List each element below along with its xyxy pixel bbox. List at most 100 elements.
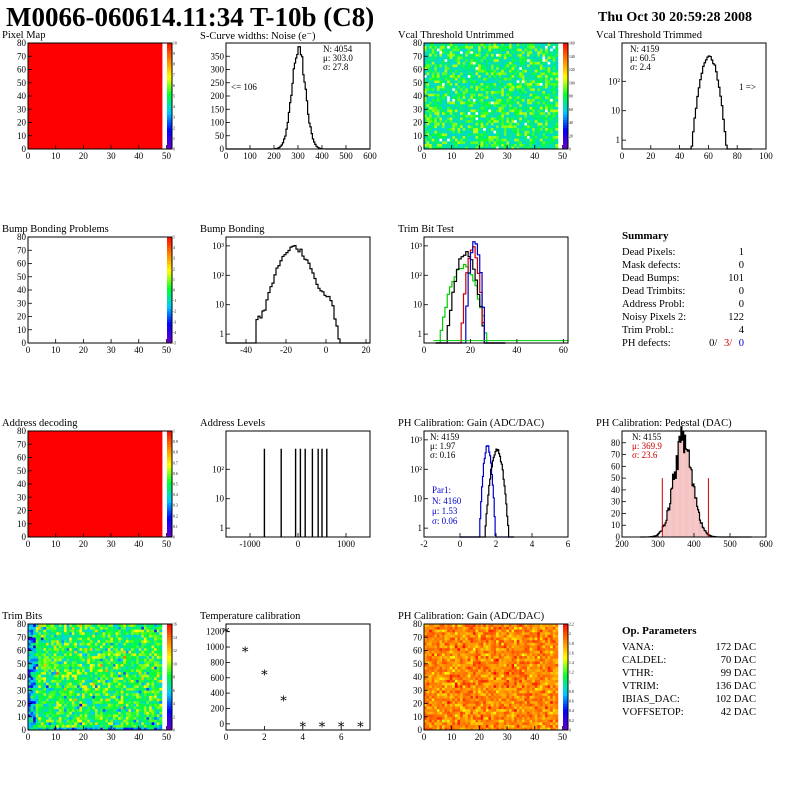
colorbar-cell xyxy=(563,645,568,648)
colorbar-cell xyxy=(563,80,568,83)
colorbar-cell xyxy=(167,653,172,656)
x-tick-label: 1000 xyxy=(337,539,356,549)
colorbar-cell xyxy=(167,59,172,62)
ph-defects-v1: 0/ xyxy=(709,338,717,349)
y-tick-label: 10 xyxy=(413,300,423,310)
colorbar-cell xyxy=(167,338,172,341)
plot-frame xyxy=(226,624,370,730)
x-tick-label: 4 xyxy=(301,732,306,742)
heatmap-cells xyxy=(424,624,558,730)
y-tick-label: 100 xyxy=(211,118,225,128)
colorbar-label: 0.8 xyxy=(569,690,574,694)
y-tick-label: 40 xyxy=(17,285,27,295)
colorbar-cell xyxy=(563,62,568,65)
colorbar-label: 0.4 xyxy=(569,709,574,713)
x-tick-label: 0 xyxy=(324,345,329,355)
colorbar-cell xyxy=(167,717,172,720)
param-value: 172 DAC xyxy=(715,642,756,653)
colorbar-cell xyxy=(167,298,172,301)
colorbar-cell xyxy=(563,93,568,96)
colorbar-cell xyxy=(167,282,172,285)
colorbar-cell xyxy=(167,303,172,306)
trim-series-line xyxy=(436,242,506,343)
colorbar-cell xyxy=(563,656,568,659)
colorbar-cell xyxy=(167,48,172,51)
colorbar-label: 2 xyxy=(569,632,571,636)
plot-frame xyxy=(28,237,172,343)
colorbar-cell xyxy=(563,48,568,51)
y-tick-label: 80 xyxy=(611,438,621,448)
ph-defects-v2: 3/ xyxy=(724,338,732,349)
temperature-point: ∗ xyxy=(337,717,346,732)
y-tick-label: 1 xyxy=(418,523,423,533)
colorbar-cell xyxy=(167,672,172,675)
y-tick-label: 0 xyxy=(22,144,27,154)
colorbar-cell xyxy=(167,250,172,253)
temperature-point: ∗ xyxy=(298,717,307,732)
y-tick-label: 10 xyxy=(611,106,621,116)
colorbar-label: 0 xyxy=(173,729,175,733)
colorbar-cell xyxy=(167,706,172,709)
colorbar-cell xyxy=(563,144,568,147)
y-tick-label: 80 xyxy=(17,619,27,629)
stat-sigma: σ: 2.4 xyxy=(630,62,651,72)
y-tick-label: 40 xyxy=(413,91,423,101)
param-label: Trim Probl.: xyxy=(622,325,674,336)
colorbar-cell xyxy=(167,46,172,49)
y-tick-label: 10² xyxy=(212,464,224,474)
colorbar-cell xyxy=(563,632,568,635)
colorbar-cell xyxy=(563,107,568,110)
param-row: Noisy Pixels 2:122 xyxy=(622,312,744,325)
colorbar-cell xyxy=(167,248,172,251)
summary-label: PH defects: xyxy=(622,338,671,349)
colorbar-cell xyxy=(167,487,172,490)
colorbar-cell xyxy=(167,56,172,59)
colorbar-label: 2 xyxy=(173,267,175,271)
y-tick-label: 10 xyxy=(611,520,621,530)
colorbar-cell xyxy=(563,672,568,675)
colorbar-cell xyxy=(563,101,568,104)
colorbar-cell xyxy=(167,72,172,75)
colorbar-cell xyxy=(563,138,568,141)
colorbar-cell xyxy=(167,674,172,677)
colorbar-cell xyxy=(167,698,172,701)
y-tick-label: 1 xyxy=(616,135,621,145)
colorbar-cell xyxy=(563,104,568,107)
y-tick-label: 0 xyxy=(220,144,225,154)
colorbar-label: 1.6 xyxy=(569,651,574,655)
colorbar-label: 2.2 xyxy=(569,623,574,627)
param-row: Dead Trimbits:0 xyxy=(622,286,744,299)
colorbar-label: 140 xyxy=(569,55,575,59)
y-tick-label: 60 xyxy=(413,646,423,656)
param-label: CALDEL: xyxy=(622,655,666,666)
colorbar-cell xyxy=(167,274,172,277)
y-tick-label: 20 xyxy=(17,699,27,709)
colorbar-cell xyxy=(167,651,172,654)
colorbar-cell xyxy=(167,640,172,643)
x-tick-label: 30 xyxy=(503,732,513,742)
colorbar-cell xyxy=(167,101,172,104)
colorbar-cell xyxy=(167,279,172,282)
colorbar-label: 0.3 xyxy=(173,504,178,508)
colorbar-cell xyxy=(167,658,172,661)
y-tick-label: 10 xyxy=(413,494,423,504)
colorbar-cell xyxy=(167,136,172,139)
x-tick-label: 10 xyxy=(51,539,61,549)
colorbar-label: 0.2 xyxy=(569,719,574,723)
colorbar-cell xyxy=(167,295,172,298)
stat-sigma: σ: 0.16 xyxy=(430,450,456,460)
colorbar-cell xyxy=(563,128,568,131)
colorbar-cell xyxy=(167,309,172,312)
colorbar-label: 0 xyxy=(569,148,571,152)
y-tick-label: 50 xyxy=(17,466,27,476)
colorbar-cell xyxy=(563,141,568,144)
page-title: M0066-060614.11:34 T-10b (C8) xyxy=(6,2,374,33)
